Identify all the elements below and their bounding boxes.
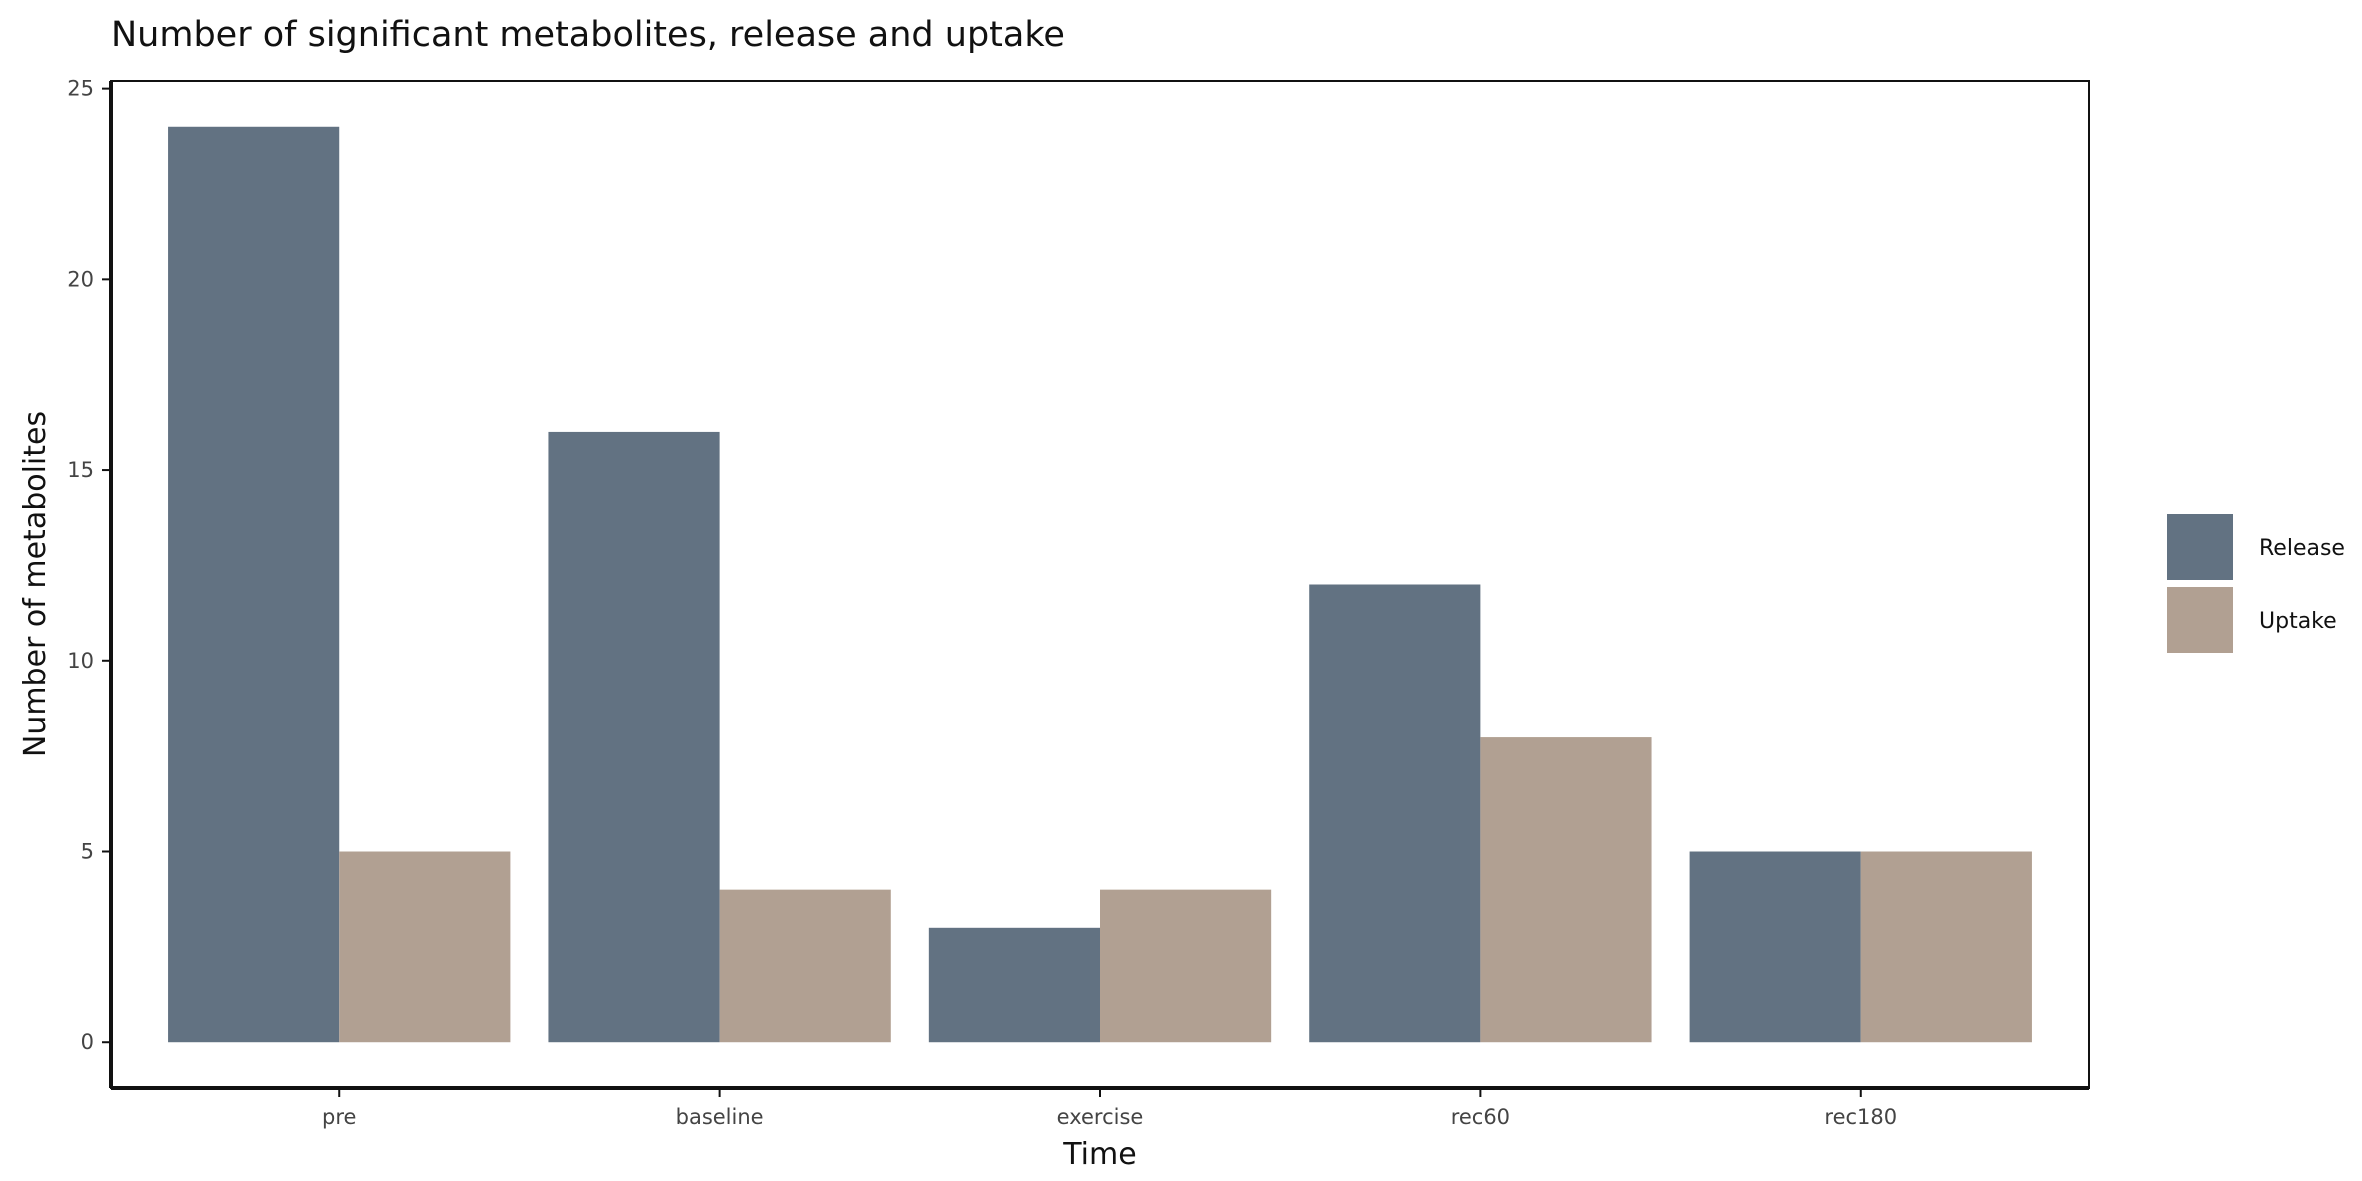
plot-area: [168, 126, 2032, 1043]
bar-release-rec180: [1689, 851, 1861, 1043]
legend-label-release: Release: [2259, 536, 2345, 561]
bar-uptake-rec180: [1860, 851, 2032, 1043]
bar-uptake-exercise: [1100, 889, 1272, 1043]
x-axis-ticks: pre baseline exercise rec60 rec180: [322, 1088, 1897, 1129]
x-axis-title: Time: [1062, 1137, 1136, 1172]
y-tick-label: 15: [67, 458, 94, 482]
bar-release-pre: [168, 126, 340, 1043]
x-tick-label-rec180: rec180: [1824, 1105, 1897, 1129]
bar-uptake-rec60: [1480, 737, 1652, 1043]
x-tick-label-exercise: exercise: [1057, 1105, 1144, 1129]
y-tick-label: 20: [67, 267, 94, 291]
y-tick-label: 25: [67, 77, 94, 101]
x-tick-label-baseline: baseline: [676, 1105, 764, 1129]
chart-title: Number of significant metabolites, relea…: [111, 15, 1065, 55]
y-tick-label: 5: [81, 840, 94, 864]
legend-label-uptake: Uptake: [2259, 609, 2337, 634]
y-tick-label: 10: [67, 649, 94, 673]
bar-release-rec60: [1309, 584, 1481, 1043]
x-tick-label-pre: pre: [322, 1105, 356, 1129]
bar-uptake-pre: [339, 851, 511, 1043]
legend-key-uptake: [2167, 587, 2233, 653]
bar-release-baseline: [548, 431, 720, 1043]
bar-uptake-baseline: [719, 889, 891, 1043]
bar-release-exercise: [928, 927, 1100, 1043]
y-axis-ticks: 0 5 10 15 20 25: [67, 77, 111, 1054]
y-tick-label: 0: [81, 1030, 94, 1054]
legend-key-release: [2167, 514, 2233, 580]
y-axis-title: Number of metabolites: [18, 411, 53, 757]
legend: Release Uptake: [2167, 514, 2345, 653]
x-tick-label-rec60: rec60: [1451, 1105, 1510, 1129]
